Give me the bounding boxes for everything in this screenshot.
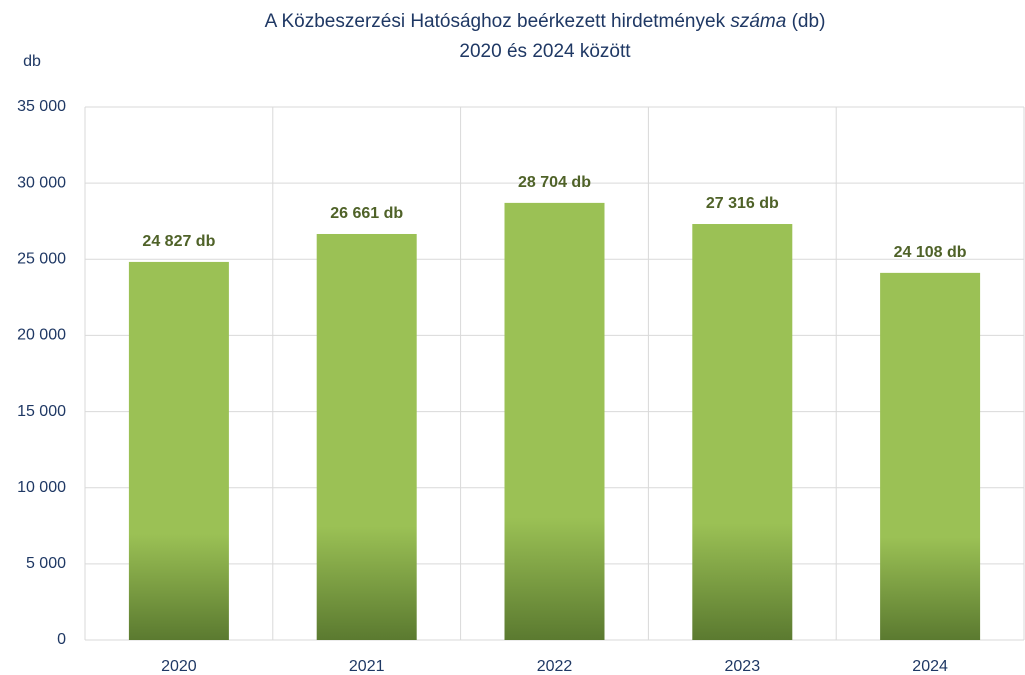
y-tick-label: 15 000 [17,403,66,420]
bar [128,261,229,640]
chart-subtitle: 2020 és 2024 között [459,41,631,62]
bar [880,272,981,640]
y-tick-label: 0 [57,631,66,648]
value-label: 26 661 db [330,205,403,222]
title-part: (db) [792,11,826,32]
y-axis-label: db [23,53,41,70]
x-tick-label: 2021 [349,658,385,675]
bar [316,233,417,640]
bar [692,224,793,640]
value-label: 28 704 db [518,174,591,191]
x-tick-label: 2024 [912,658,948,675]
x-tick-label: 2020 [161,658,197,675]
x-tick-label: 2022 [537,658,573,675]
y-tick-label: 20 000 [17,327,66,344]
value-label: 27 316 db [706,195,779,212]
value-label: 24 108 db [894,244,967,261]
y-tick-label: 5 000 [26,555,66,572]
value-label: 24 827 db [142,233,215,250]
title-part: száma [730,11,786,32]
bar [504,202,605,640]
y-tick-label: 30 000 [17,174,66,191]
x-tick-label: 2023 [725,658,761,675]
chart-title: A Közbeszerzési Hatósághoz beérkezett hi… [265,11,826,32]
y-tick-label: 25 000 [17,251,66,268]
title-part: A Közbeszerzési Hatósághoz beérkezett hi… [265,11,726,32]
y-tick-label: 35 000 [17,98,66,115]
y-tick-label: 10 000 [17,479,66,496]
